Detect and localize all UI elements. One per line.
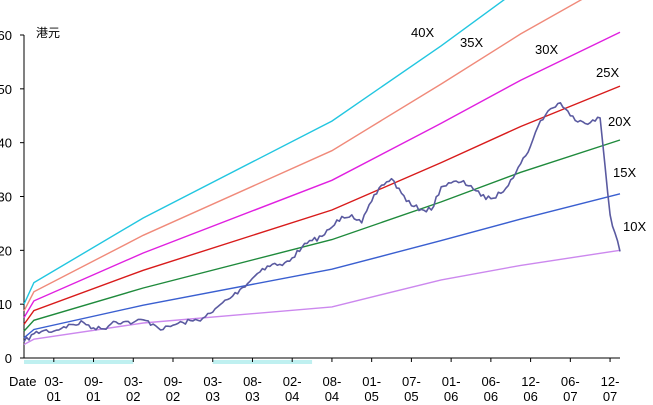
x-tick-label-bottom-7: 04 (325, 389, 339, 404)
tick-labels: 010203040506003-0109-0103-0209-0203-0308… (0, 28, 619, 404)
x-tick-label-bottom-12: 06 (523, 389, 537, 404)
pe-band-lines (23, 0, 621, 346)
x-tick-label-top-9: 07- (402, 374, 421, 389)
pe-band-line-30x (23, 31, 621, 318)
pe-band-label-20x: 20X (608, 114, 631, 129)
price-line (23, 102, 621, 343)
x-tick-label-bottom-3: 02 (166, 389, 180, 404)
pe-band-label-40x: 40X (411, 25, 434, 40)
pe-band-labels: 10X 15X 20X 25X 30X 35X 40X (411, 25, 646, 234)
pe-band-line-40x (23, 0, 505, 305)
x-tick-label-top-14: 12- (601, 374, 620, 389)
pe-band-line-10x (23, 249, 621, 346)
y-tick-label-6: 60 (0, 28, 12, 43)
y-tick-label-0: 0 (5, 351, 12, 366)
x-tick-label-top-1: 09- (84, 374, 103, 389)
pe-band-label-15x: 15X (613, 165, 636, 180)
x-tick-label-bottom-6: 04 (285, 389, 299, 404)
x-tick-label-top-10: 01- (442, 374, 461, 389)
pe-band-label-35x: 35X (460, 35, 483, 50)
x-tick-label-top-7: 08- (323, 374, 342, 389)
pe-band-line-15x (23, 193, 621, 339)
x-tick-label-top-0: 03- (44, 374, 63, 389)
pe-band-line-25x (23, 85, 621, 325)
x-tick-label-bottom-10: 06 (444, 389, 458, 404)
y-axis-unit-label: 港元 (36, 26, 60, 40)
x-tick-label-top-4: 03- (203, 374, 222, 389)
y-tick-label-5: 50 (0, 82, 12, 97)
x-tick-label-top-12: 12- (521, 374, 540, 389)
x-tick-label-top-8: 01- (362, 374, 381, 389)
x-tick-label-top-6: 02- (283, 374, 302, 389)
pe-band-label-10x: 10X (623, 219, 646, 234)
x-tick-label-top-5: 08- (243, 374, 262, 389)
pe-band-line-20x (23, 139, 621, 332)
x-tick-label-top-13: 06- (561, 374, 580, 389)
x-tick-label-bottom-14: 07 (603, 389, 617, 404)
x-tick-label-bottom-9: 05 (404, 389, 418, 404)
pe-band-label-25x: 25X (596, 65, 619, 80)
x-tick-label-top-2: 03- (124, 374, 143, 389)
y-tick-label-2: 20 (0, 243, 12, 258)
x-tick-label-top-11: 06- (481, 374, 500, 389)
y-tick-label-4: 40 (0, 136, 12, 151)
x-tick-label-bottom-11: 06 (484, 389, 498, 404)
y-tick-label-1: 10 (0, 297, 12, 312)
pe-band-line-35x (23, 0, 583, 312)
x-tick-label-bottom-2: 02 (126, 389, 140, 404)
x-tick-label-bottom-0: 01 (47, 389, 61, 404)
x-tick-label-top-3: 09- (164, 374, 183, 389)
pe-band-label-30x: 30X (535, 42, 558, 57)
x-tick-label-bottom-1: 01 (86, 389, 100, 404)
date-highlight-bars (24, 360, 313, 364)
x-tick-label-bottom-13: 07 (563, 389, 577, 404)
x-tick-label-bottom-4: 03 (205, 389, 219, 404)
date-highlight-bar-1 (212, 360, 313, 364)
x-tick-label-bottom-5: 03 (245, 389, 259, 404)
y-tick-label-3: 30 (0, 190, 12, 205)
price-line-group (23, 102, 621, 343)
x-axis-date-prefix: Date (9, 374, 36, 389)
date-highlight-bar-0 (24, 360, 134, 364)
x-tick-label-bottom-8: 05 (364, 389, 378, 404)
